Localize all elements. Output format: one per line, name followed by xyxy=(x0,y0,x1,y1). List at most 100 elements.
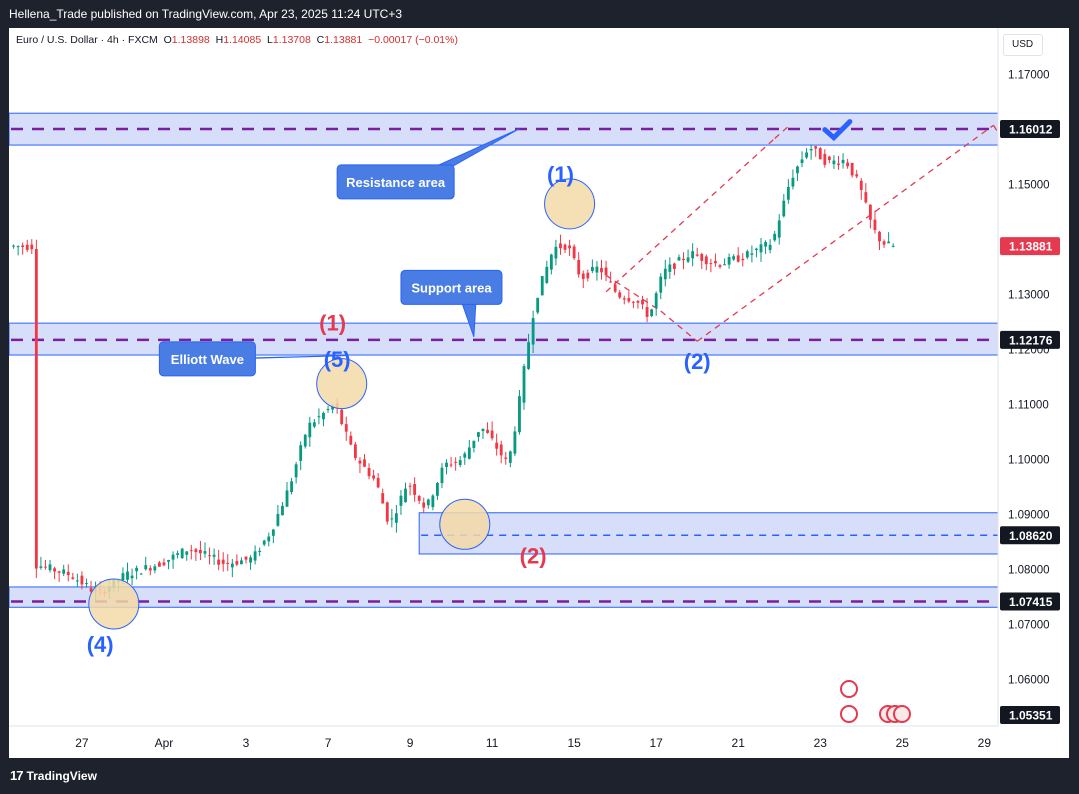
candle-body xyxy=(445,462,448,467)
candle-body xyxy=(290,481,293,493)
candle-body xyxy=(527,342,530,369)
candle-body xyxy=(340,409,344,425)
candle xyxy=(240,557,243,565)
chart-frame[interactable] xyxy=(9,28,1069,758)
currency-button[interactable]: USD xyxy=(1003,34,1043,56)
candle-body xyxy=(62,569,66,574)
wave-circle xyxy=(316,358,368,410)
candle xyxy=(805,148,808,160)
candle-body xyxy=(208,555,211,557)
candle-body xyxy=(581,273,585,279)
candle xyxy=(472,440,476,453)
candle-body xyxy=(540,276,544,296)
candle xyxy=(417,494,421,505)
candle xyxy=(203,542,207,558)
candle-body xyxy=(230,563,234,568)
candle xyxy=(353,441,357,461)
candle-body xyxy=(504,457,508,459)
candle-body xyxy=(481,428,485,432)
candle xyxy=(358,457,362,474)
candle-body xyxy=(258,550,262,553)
candle xyxy=(481,428,485,439)
candle-body xyxy=(226,562,230,564)
candle-body xyxy=(363,459,366,467)
candle-body xyxy=(618,292,622,298)
candle-body xyxy=(217,559,221,565)
price-tick-label: 1.13000 xyxy=(1008,290,1050,302)
candle-body xyxy=(48,564,52,571)
candle xyxy=(89,580,93,593)
candle xyxy=(800,151,804,168)
candle-body xyxy=(695,254,699,256)
candle-body xyxy=(568,245,571,249)
candle xyxy=(786,179,790,204)
time-tick-label: 3 xyxy=(243,736,250,750)
candle xyxy=(618,289,622,300)
candle xyxy=(426,498,430,509)
candle xyxy=(868,204,872,229)
candle-body xyxy=(353,444,357,459)
candle-body xyxy=(773,233,777,241)
candle-body xyxy=(723,264,726,266)
price-badge-text: 1.13881 xyxy=(1009,240,1053,254)
candle-body xyxy=(126,571,129,580)
candle-body xyxy=(700,254,704,261)
candle xyxy=(736,247,740,263)
economic-event-icon xyxy=(893,705,911,723)
candle-body xyxy=(194,549,198,553)
candle xyxy=(595,261,599,281)
candle-body xyxy=(12,245,15,247)
candle xyxy=(445,459,448,475)
candle xyxy=(226,554,230,572)
candle xyxy=(167,559,170,570)
price-tick-label: 1.17000 xyxy=(1008,70,1050,82)
candle xyxy=(631,300,635,309)
candle-body xyxy=(878,231,881,242)
candle xyxy=(659,273,663,300)
candle-body xyxy=(791,177,795,187)
candle-body xyxy=(868,204,872,220)
candle-body xyxy=(53,568,56,572)
candle-body xyxy=(663,268,667,280)
tradingview-logo[interactable]: 17 TradingView xyxy=(10,768,97,783)
candle xyxy=(832,155,836,169)
candle-body xyxy=(704,256,708,265)
candle-body xyxy=(682,258,685,261)
time-tick-label: 15 xyxy=(567,736,581,750)
price-badge-text: 1.08620 xyxy=(1009,529,1053,543)
candle-body xyxy=(499,444,503,456)
candle-body xyxy=(312,422,316,427)
candle-body xyxy=(385,502,389,522)
candle xyxy=(641,295,644,310)
candle xyxy=(554,239,558,266)
candle-body xyxy=(130,575,134,579)
candle-body xyxy=(472,440,476,448)
candle xyxy=(782,193,786,218)
callout-box xyxy=(158,341,256,377)
candle xyxy=(75,573,79,587)
candle xyxy=(53,566,56,580)
candle xyxy=(349,431,353,446)
candle xyxy=(276,505,280,527)
time-tick-label: 17 xyxy=(650,736,664,750)
candle-body xyxy=(559,243,562,249)
candle xyxy=(62,564,66,577)
candle xyxy=(258,547,262,557)
change-value: −0.00017 (−0.01%) xyxy=(368,34,458,46)
wave4-zone-zone xyxy=(9,586,998,608)
candle xyxy=(527,333,530,370)
candle-body xyxy=(408,485,412,487)
candle-body xyxy=(686,257,690,262)
price-badge-text: 1.12176 xyxy=(1009,333,1053,347)
candle-body xyxy=(349,435,353,445)
candle-body xyxy=(827,156,831,161)
price-badge-box xyxy=(1000,526,1060,545)
symbol-legend: Euro / U.S. Dollar · 4h · FXCM O1.13898 … xyxy=(16,34,458,46)
wave-label: (4) xyxy=(87,632,114,657)
candle-body xyxy=(641,299,644,305)
candle xyxy=(540,275,544,296)
candle-body xyxy=(636,300,640,303)
candle xyxy=(796,165,799,181)
candle xyxy=(85,578,88,588)
